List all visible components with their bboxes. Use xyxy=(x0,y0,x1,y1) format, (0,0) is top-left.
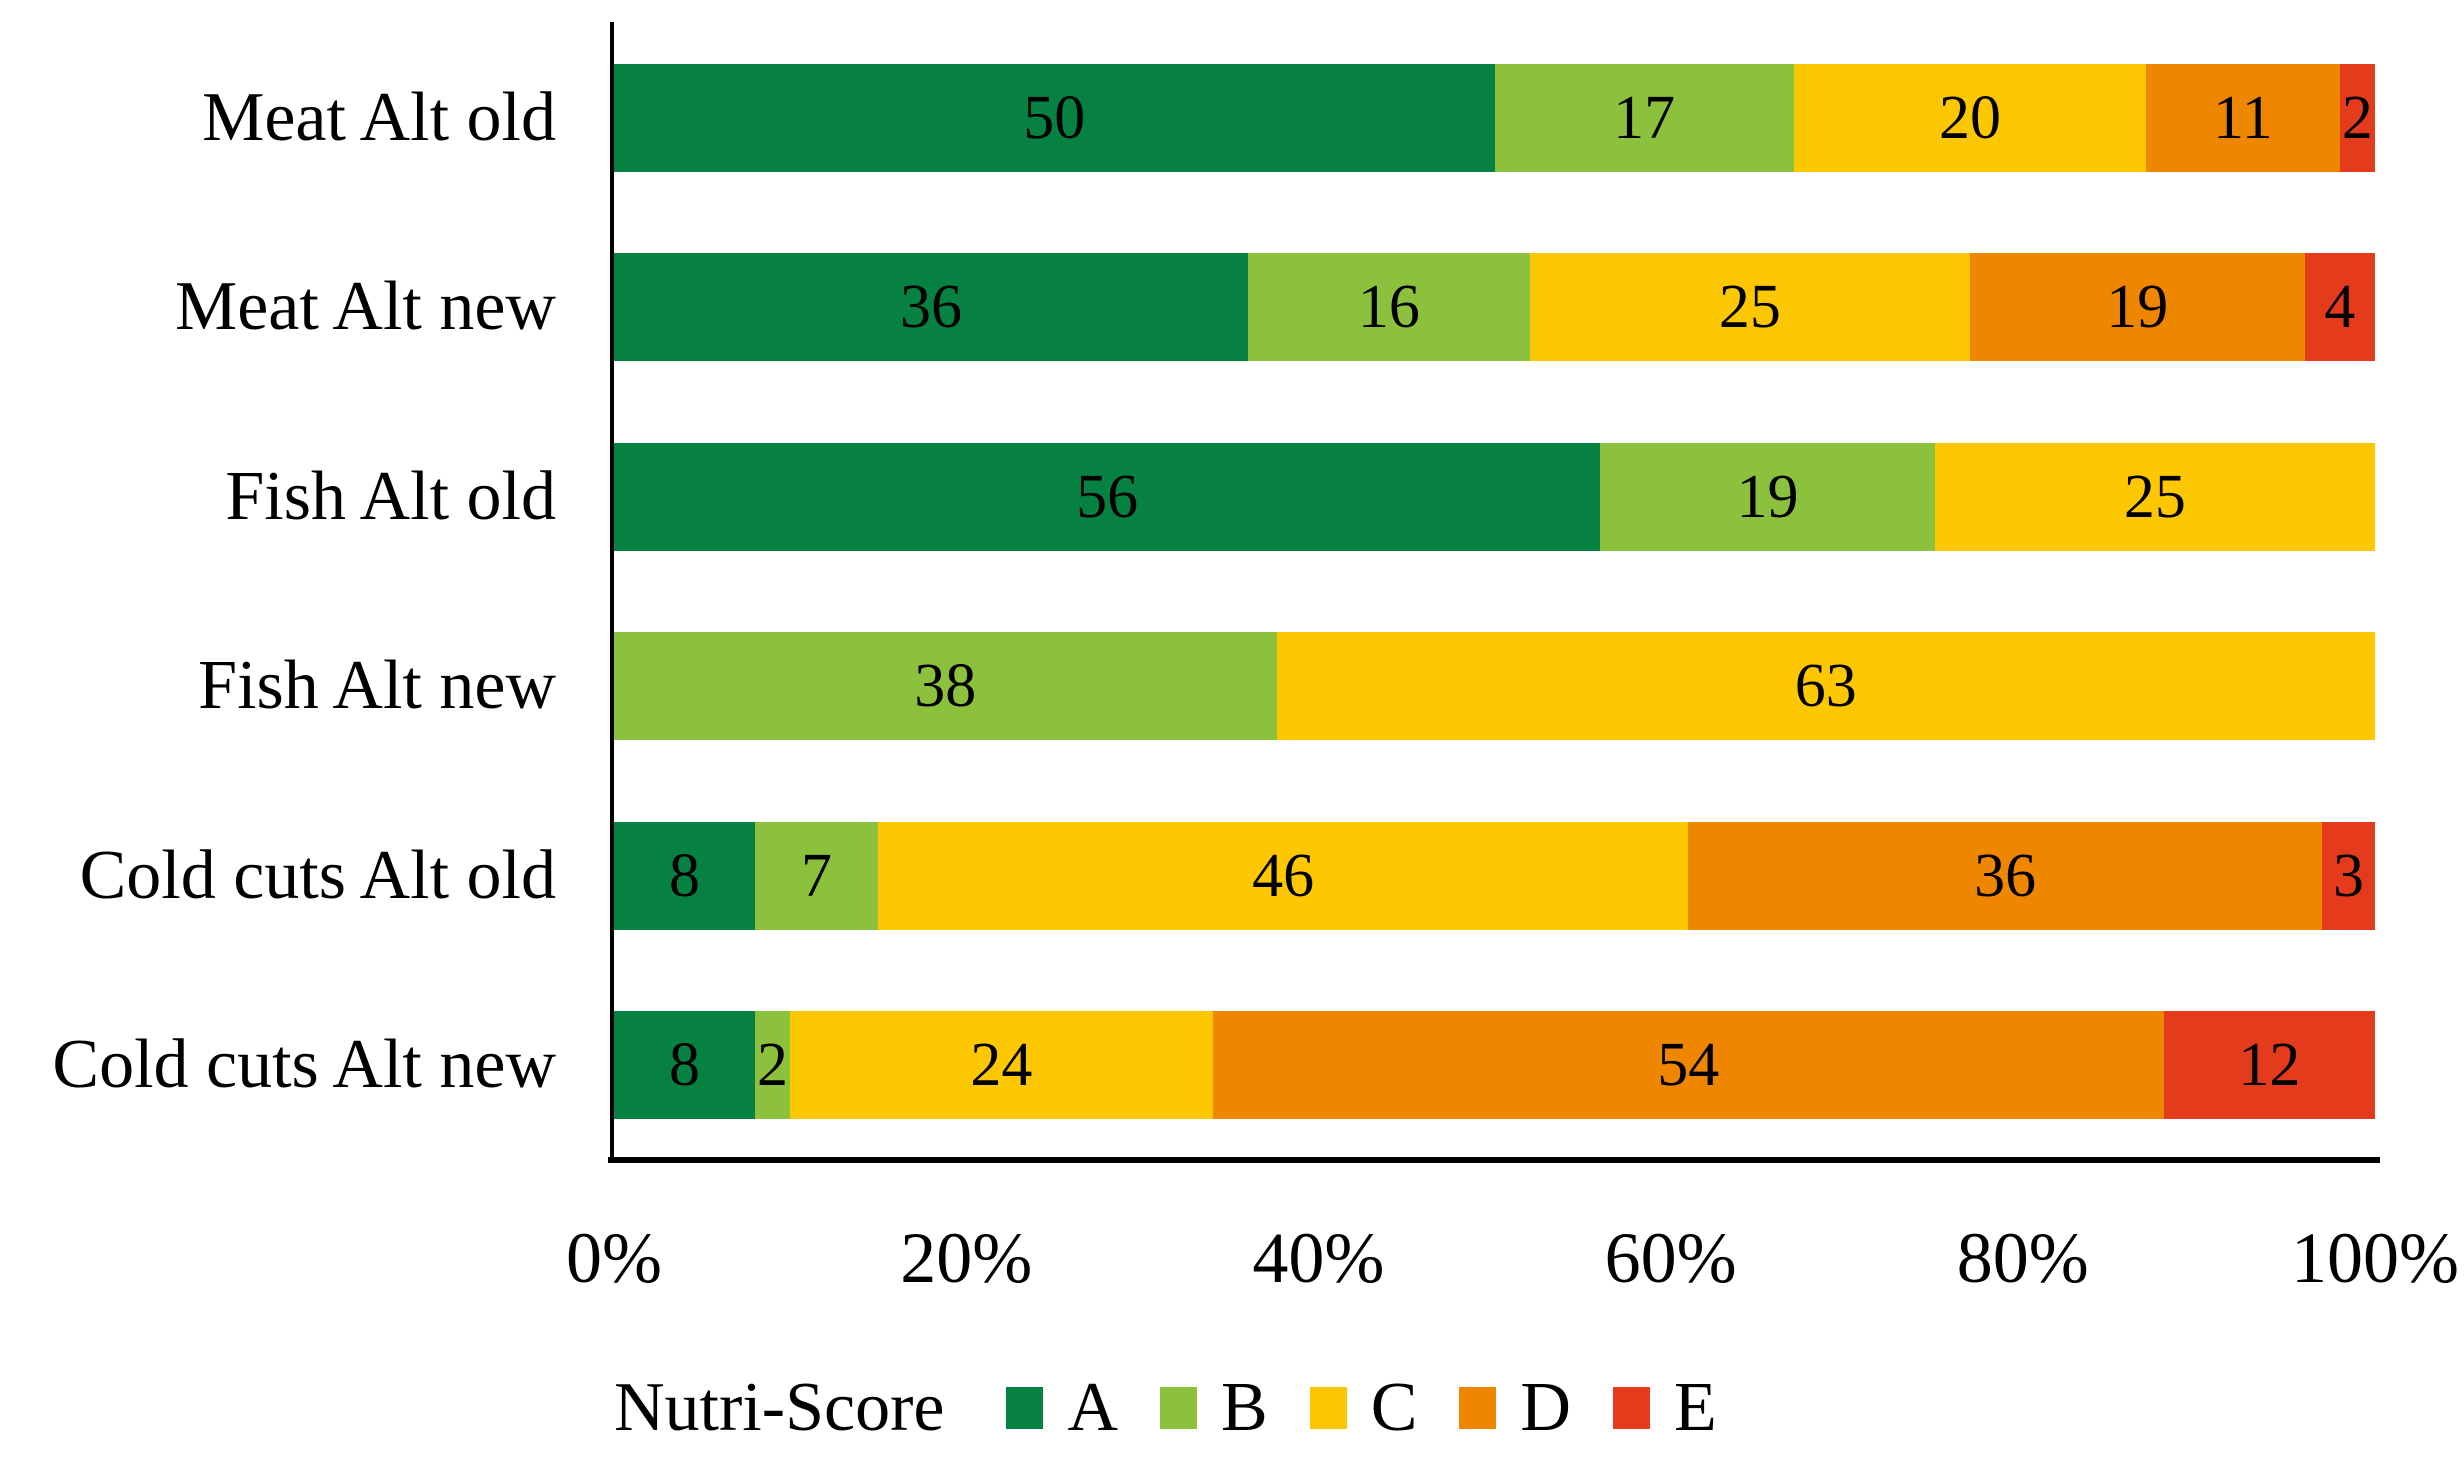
x-axis-line xyxy=(608,1157,2380,1163)
legend-swatch-icon-c xyxy=(1309,1387,1347,1429)
bar-segment-grade-d: 19 xyxy=(1969,253,2305,362)
bar-segment-grade-a: 50 xyxy=(614,63,1495,172)
legend-item-e: E xyxy=(1612,1369,1717,1446)
x-tick-20pct: 20% xyxy=(900,1218,1033,1298)
category-label-fish-alt-new: Fish Alt new xyxy=(198,647,556,725)
category-label-meat-alt-new: Meat Alt new xyxy=(174,268,556,346)
bar-row-fish-alt-new: 38 63 xyxy=(614,632,2375,741)
bar-segment-grade-b: 7 xyxy=(754,821,879,930)
bar-row-meat-alt-old: 50 17 20 11 2 xyxy=(614,63,2375,172)
y-axis-line xyxy=(610,22,614,1162)
bar-segment-grade-b: 2 xyxy=(754,1011,791,1120)
legend-label-b: B xyxy=(1221,1369,1268,1446)
legend-swatch-icon-e xyxy=(1612,1387,1650,1429)
bar-segment-grade-a: 8 xyxy=(614,1011,755,1120)
bar-segment-grade-a: 56 xyxy=(614,442,1601,551)
legend-item-c: C xyxy=(1309,1369,1418,1446)
bar-segment-grade-c: 24 xyxy=(790,1011,1213,1120)
bar-segment-grade-c: 46 xyxy=(878,821,1689,930)
bar-segment-grade-c: 25 xyxy=(1529,253,1970,362)
bar-row-fish-alt-old: 56 19 25 xyxy=(614,442,2375,551)
legend-label-c: C xyxy=(1370,1369,1418,1446)
bar-segment-grade-d: 11 xyxy=(2146,63,2340,172)
x-tick-60pct: 60% xyxy=(1604,1218,1737,1298)
bar-segment-grade-e: 3 xyxy=(2322,821,2375,930)
legend-swatch-icon-b xyxy=(1160,1387,1198,1429)
legend-label-a: A xyxy=(1067,1369,1119,1446)
bar-segment-grade-e: 12 xyxy=(2163,1011,2375,1120)
bar-segment-grade-c: 20 xyxy=(1793,63,2147,172)
bar-segment-grade-d: 36 xyxy=(1688,821,2323,930)
legend-title: Nutri-Score xyxy=(614,1369,945,1446)
bar-row-cold-cuts-alt-new: 8 2 24 54 12 xyxy=(614,1011,2375,1120)
x-tick-0pct: 0% xyxy=(566,1218,662,1298)
bar-row-cold-cuts-alt-old: 8 7 46 36 3 xyxy=(614,821,2375,930)
bar-segment-grade-b: 38 xyxy=(614,632,1277,741)
category-label-meat-alt-old: Meat Alt old xyxy=(202,78,556,156)
bar-segment-grade-b: 17 xyxy=(1494,63,1794,172)
bar-segment-grade-d: 54 xyxy=(1212,1011,2164,1120)
category-label-fish-alt-old: Fish Alt old xyxy=(225,457,556,535)
bar-segment-grade-e: 2 xyxy=(2339,63,2375,172)
x-tick-80pct: 80% xyxy=(1956,1218,2089,1298)
bar-segment-grade-b: 16 xyxy=(1247,253,1530,362)
legend-swatch-icon-d xyxy=(1459,1387,1497,1429)
bar-segment-grade-e: 4 xyxy=(2304,253,2375,362)
bar-segment-grade-c: 25 xyxy=(1934,442,2375,551)
bar-segment-grade-c: 63 xyxy=(1276,632,2375,741)
x-tick-100pct: 100% xyxy=(2291,1218,2459,1298)
legend-label-e: E xyxy=(1673,1369,1717,1446)
category-label-cold-cuts-alt-new: Cold cuts Alt new xyxy=(52,1026,556,1104)
bar-segment-grade-a: 36 xyxy=(614,253,1248,362)
legend-item-d: D xyxy=(1459,1373,1571,1443)
legend-label-d: D xyxy=(1520,1369,1571,1446)
legend-item-a: A xyxy=(1006,1373,1118,1443)
category-label-cold-cuts-alt-old: Cold cuts Alt old xyxy=(79,836,556,914)
legend-item-b: B xyxy=(1160,1373,1268,1443)
legend-swatch-icon-a xyxy=(1006,1387,1044,1429)
bar-segment-grade-a: 8 xyxy=(614,821,755,930)
x-tick-40pct: 40% xyxy=(1252,1218,1385,1298)
bar-row-meat-alt-new: 36 16 25 19 4 xyxy=(614,253,2375,362)
bar-segment-grade-b: 19 xyxy=(1600,442,1935,551)
